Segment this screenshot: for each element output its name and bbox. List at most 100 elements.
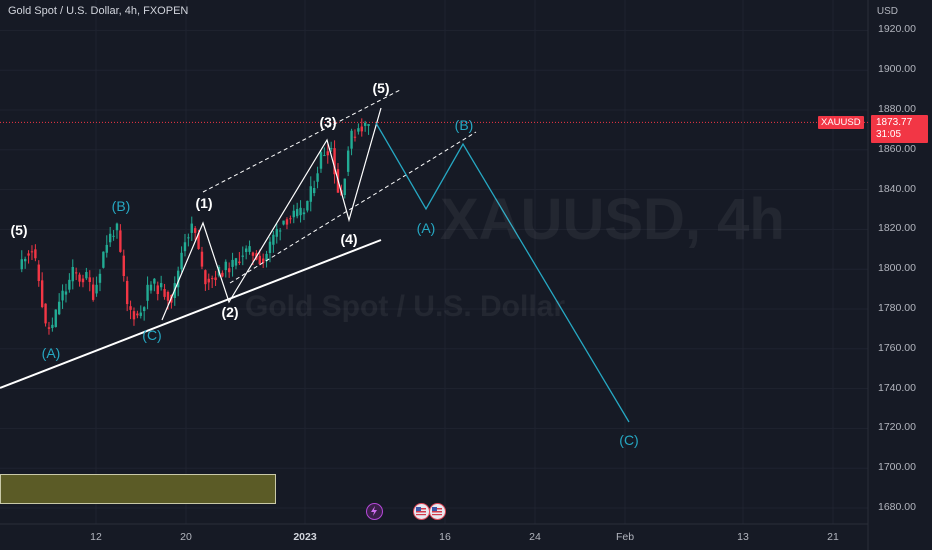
wave-label: (2)	[221, 304, 239, 320]
candle-body	[197, 233, 200, 249]
wave-label: (A)	[41, 345, 61, 361]
wave-label: (5)	[372, 80, 390, 96]
candle-body	[258, 255, 261, 265]
candle-body	[312, 187, 316, 194]
candle-body	[241, 255, 244, 257]
candle-body	[282, 220, 285, 225]
candle-body	[91, 284, 95, 300]
symbol-badge: XAUUSD	[818, 116, 864, 129]
candle-body	[64, 291, 68, 295]
correction-wave-path[interactable]	[375, 122, 630, 423]
candle-body	[244, 248, 248, 253]
price-tick-label: 1900.00	[878, 63, 916, 76]
candle-body	[346, 150, 350, 172]
candle-body	[292, 210, 295, 218]
price-tick-label: 1820.00	[878, 222, 916, 235]
candle-body	[316, 173, 319, 182]
candle-body	[61, 290, 64, 301]
us-flag-icon[interactable]	[429, 503, 446, 520]
candle-body	[37, 264, 40, 281]
candle-body	[326, 151, 329, 156]
candle-body	[302, 212, 306, 215]
candle-body	[248, 246, 251, 252]
candle-body	[153, 278, 156, 284]
candle-body	[78, 274, 81, 282]
candle-body	[285, 219, 289, 225]
candle-body	[268, 241, 272, 253]
candle-body	[329, 148, 333, 150]
wave-label: (A)	[416, 220, 436, 236]
price-tick-label: 1740.00	[878, 381, 916, 394]
price-tick-label: 1920.00	[878, 23, 916, 36]
candle-body	[85, 271, 88, 279]
candle-body	[74, 272, 78, 274]
candle-body	[132, 311, 136, 320]
candle-body	[105, 244, 108, 253]
candle-body	[149, 284, 153, 291]
candle-body	[295, 209, 299, 217]
candle-body	[350, 130, 353, 149]
candle-body	[47, 327, 51, 329]
candle-body	[54, 309, 57, 327]
price-tick-label: 1780.00	[878, 302, 916, 314]
current-price-value: 1873.77	[876, 117, 913, 128]
time-tick-label: 16	[439, 531, 451, 543]
current-price-badge: 1873.77 31:05	[871, 115, 928, 143]
time-tick-label: 2023	[293, 531, 317, 543]
time-tick-label: 21	[827, 531, 839, 543]
candle-body	[204, 270, 207, 285]
wave-label: (C)	[619, 432, 639, 448]
candle-body	[333, 148, 336, 175]
candle-body	[23, 258, 27, 262]
channel-line-lower[interactable]	[229, 131, 477, 284]
candle-body	[309, 186, 312, 202]
candle-body	[319, 152, 323, 169]
candle-body	[210, 278, 214, 280]
wave-label: (1)	[195, 195, 213, 211]
candle-body	[231, 259, 234, 267]
candle-body	[360, 126, 363, 132]
candle-body	[136, 313, 139, 316]
wave-label: (B)	[111, 198, 131, 214]
candle-body	[112, 235, 115, 237]
candle-body	[102, 251, 105, 268]
candle-body	[272, 234, 275, 245]
wave-label: (5)	[10, 222, 28, 238]
us-flag-icon[interactable]	[413, 503, 430, 520]
candle-body	[40, 280, 44, 308]
channel-line-upper[interactable]	[202, 89, 401, 193]
candle-body	[108, 233, 112, 243]
candle-body	[30, 251, 34, 253]
candle-body	[122, 255, 125, 277]
candle-body	[363, 122, 367, 126]
candle-body	[95, 284, 98, 294]
impulse-wave-path[interactable]	[161, 107, 382, 321]
candle-body	[71, 267, 74, 282]
wave-label: (C)	[142, 327, 162, 343]
candle-body	[142, 307, 146, 312]
candle-body	[193, 228, 197, 233]
time-tick-label: Feb	[615, 531, 635, 543]
candle-body	[261, 258, 265, 264]
candle-body	[234, 258, 238, 266]
candle-body	[34, 249, 37, 259]
candle-body	[214, 277, 217, 281]
drawings[interactable]	[0, 89, 630, 423]
candle-body	[180, 252, 183, 270]
candle-body	[146, 284, 149, 301]
currency-label: USD	[876, 6, 898, 17]
candle-body	[68, 279, 71, 290]
wave-label: (B)	[454, 117, 474, 133]
candle-body	[299, 207, 302, 216]
candle-body	[357, 128, 360, 132]
trend-line-support[interactable]	[0, 239, 382, 389]
candle-body	[367, 124, 370, 126]
lightning-icon[interactable]	[366, 503, 383, 520]
candle-body	[44, 303, 47, 324]
candle-body	[323, 155, 326, 157]
candle-body	[238, 261, 241, 264]
candle-body	[163, 289, 166, 297]
candle-body	[289, 218, 292, 220]
price-tick-label: 1720.00	[878, 421, 916, 434]
